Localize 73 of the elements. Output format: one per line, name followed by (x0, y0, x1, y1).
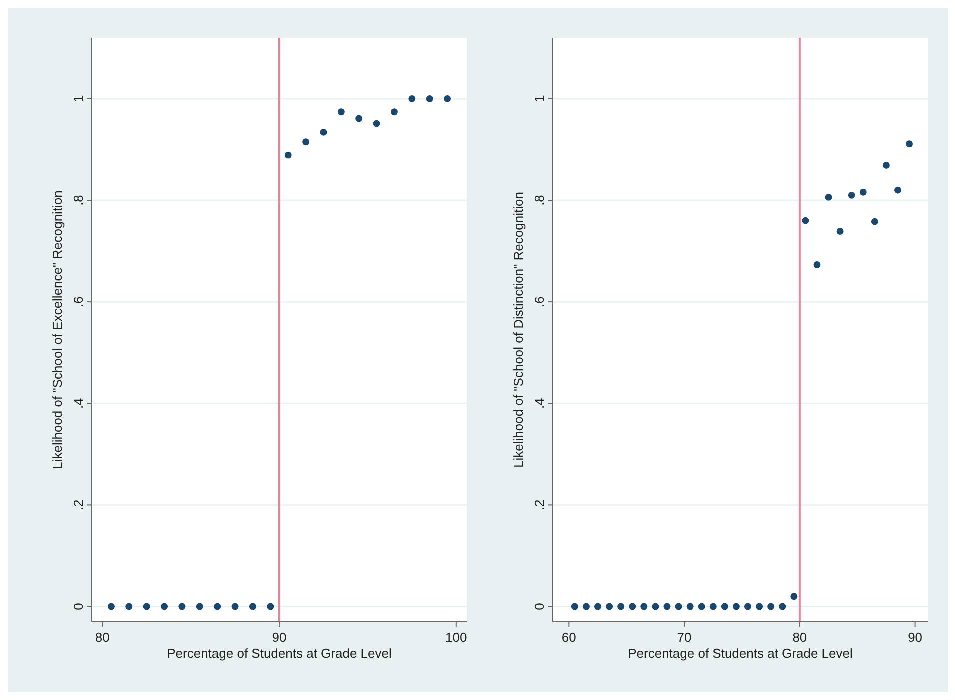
y-tick-label: .2 (71, 500, 86, 511)
point (196, 603, 204, 610)
point (640, 603, 648, 610)
point (860, 188, 867, 196)
point (664, 603, 671, 610)
point (356, 115, 363, 122)
point (802, 217, 810, 224)
point (814, 262, 821, 268)
point (338, 108, 345, 116)
point (882, 162, 890, 169)
x-tick-label: 70 (677, 630, 692, 645)
y-tick-label: 1 (532, 95, 547, 103)
point (232, 603, 239, 610)
point (629, 603, 636, 610)
point (721, 603, 728, 610)
x-axis-title: Percentage of Students at Grade Level (167, 646, 392, 661)
x-tick-label: 90 (272, 630, 287, 645)
point (836, 228, 844, 235)
point (618, 603, 625, 610)
y-tick-label: .6 (71, 296, 86, 308)
point (710, 603, 717, 610)
x-tick-label: 60 (562, 630, 576, 645)
point (408, 95, 416, 102)
point (675, 603, 682, 610)
point (906, 140, 914, 148)
point (143, 603, 150, 610)
point (284, 152, 292, 159)
point (848, 192, 856, 199)
y-tick-label: .8 (71, 195, 86, 206)
y-axis-title: Likelihood of "School of Excellence" Recognition (50, 190, 65, 470)
point (126, 603, 133, 610)
point (594, 603, 602, 610)
point (790, 593, 798, 600)
point (894, 186, 902, 194)
y-tick-label: 0 (71, 603, 86, 610)
point (373, 120, 380, 128)
point (582, 603, 590, 610)
y-tick-label: .4 (71, 398, 86, 410)
point (779, 603, 786, 610)
y-tick-label: .2 (532, 500, 547, 511)
point (756, 603, 764, 610)
point (161, 603, 168, 610)
point (744, 603, 752, 610)
x-tick-label: 80 (792, 630, 808, 645)
point (825, 194, 832, 201)
point (267, 603, 274, 610)
point (686, 603, 694, 610)
y-tick-label: .4 (532, 398, 547, 410)
y-tick-label: .8 (532, 195, 547, 206)
point (302, 138, 310, 146)
point (320, 128, 328, 136)
point (108, 603, 115, 610)
point (698, 603, 706, 610)
point (768, 603, 775, 610)
point (426, 95, 434, 102)
y-tick-label: .6 (532, 296, 547, 308)
point (606, 603, 614, 610)
point (732, 603, 740, 610)
x-tick-label: 100 (446, 630, 468, 645)
y-tick-label: 0 (532, 603, 547, 610)
point (249, 603, 256, 610)
y-tick-label: 1 (71, 95, 86, 103)
x-tick-label: 90 (908, 630, 923, 645)
point (444, 95, 452, 102)
point (652, 603, 660, 610)
x-tick-label: 80 (95, 630, 110, 645)
point (214, 603, 222, 610)
point (571, 603, 578, 610)
x-axis-title: Percentage of Students at Grade Level (628, 646, 853, 661)
point (391, 108, 398, 116)
point (178, 603, 186, 610)
y-axis-title: Likelihood of "School of Distinction" Recognition (511, 192, 526, 468)
point (871, 218, 878, 226)
